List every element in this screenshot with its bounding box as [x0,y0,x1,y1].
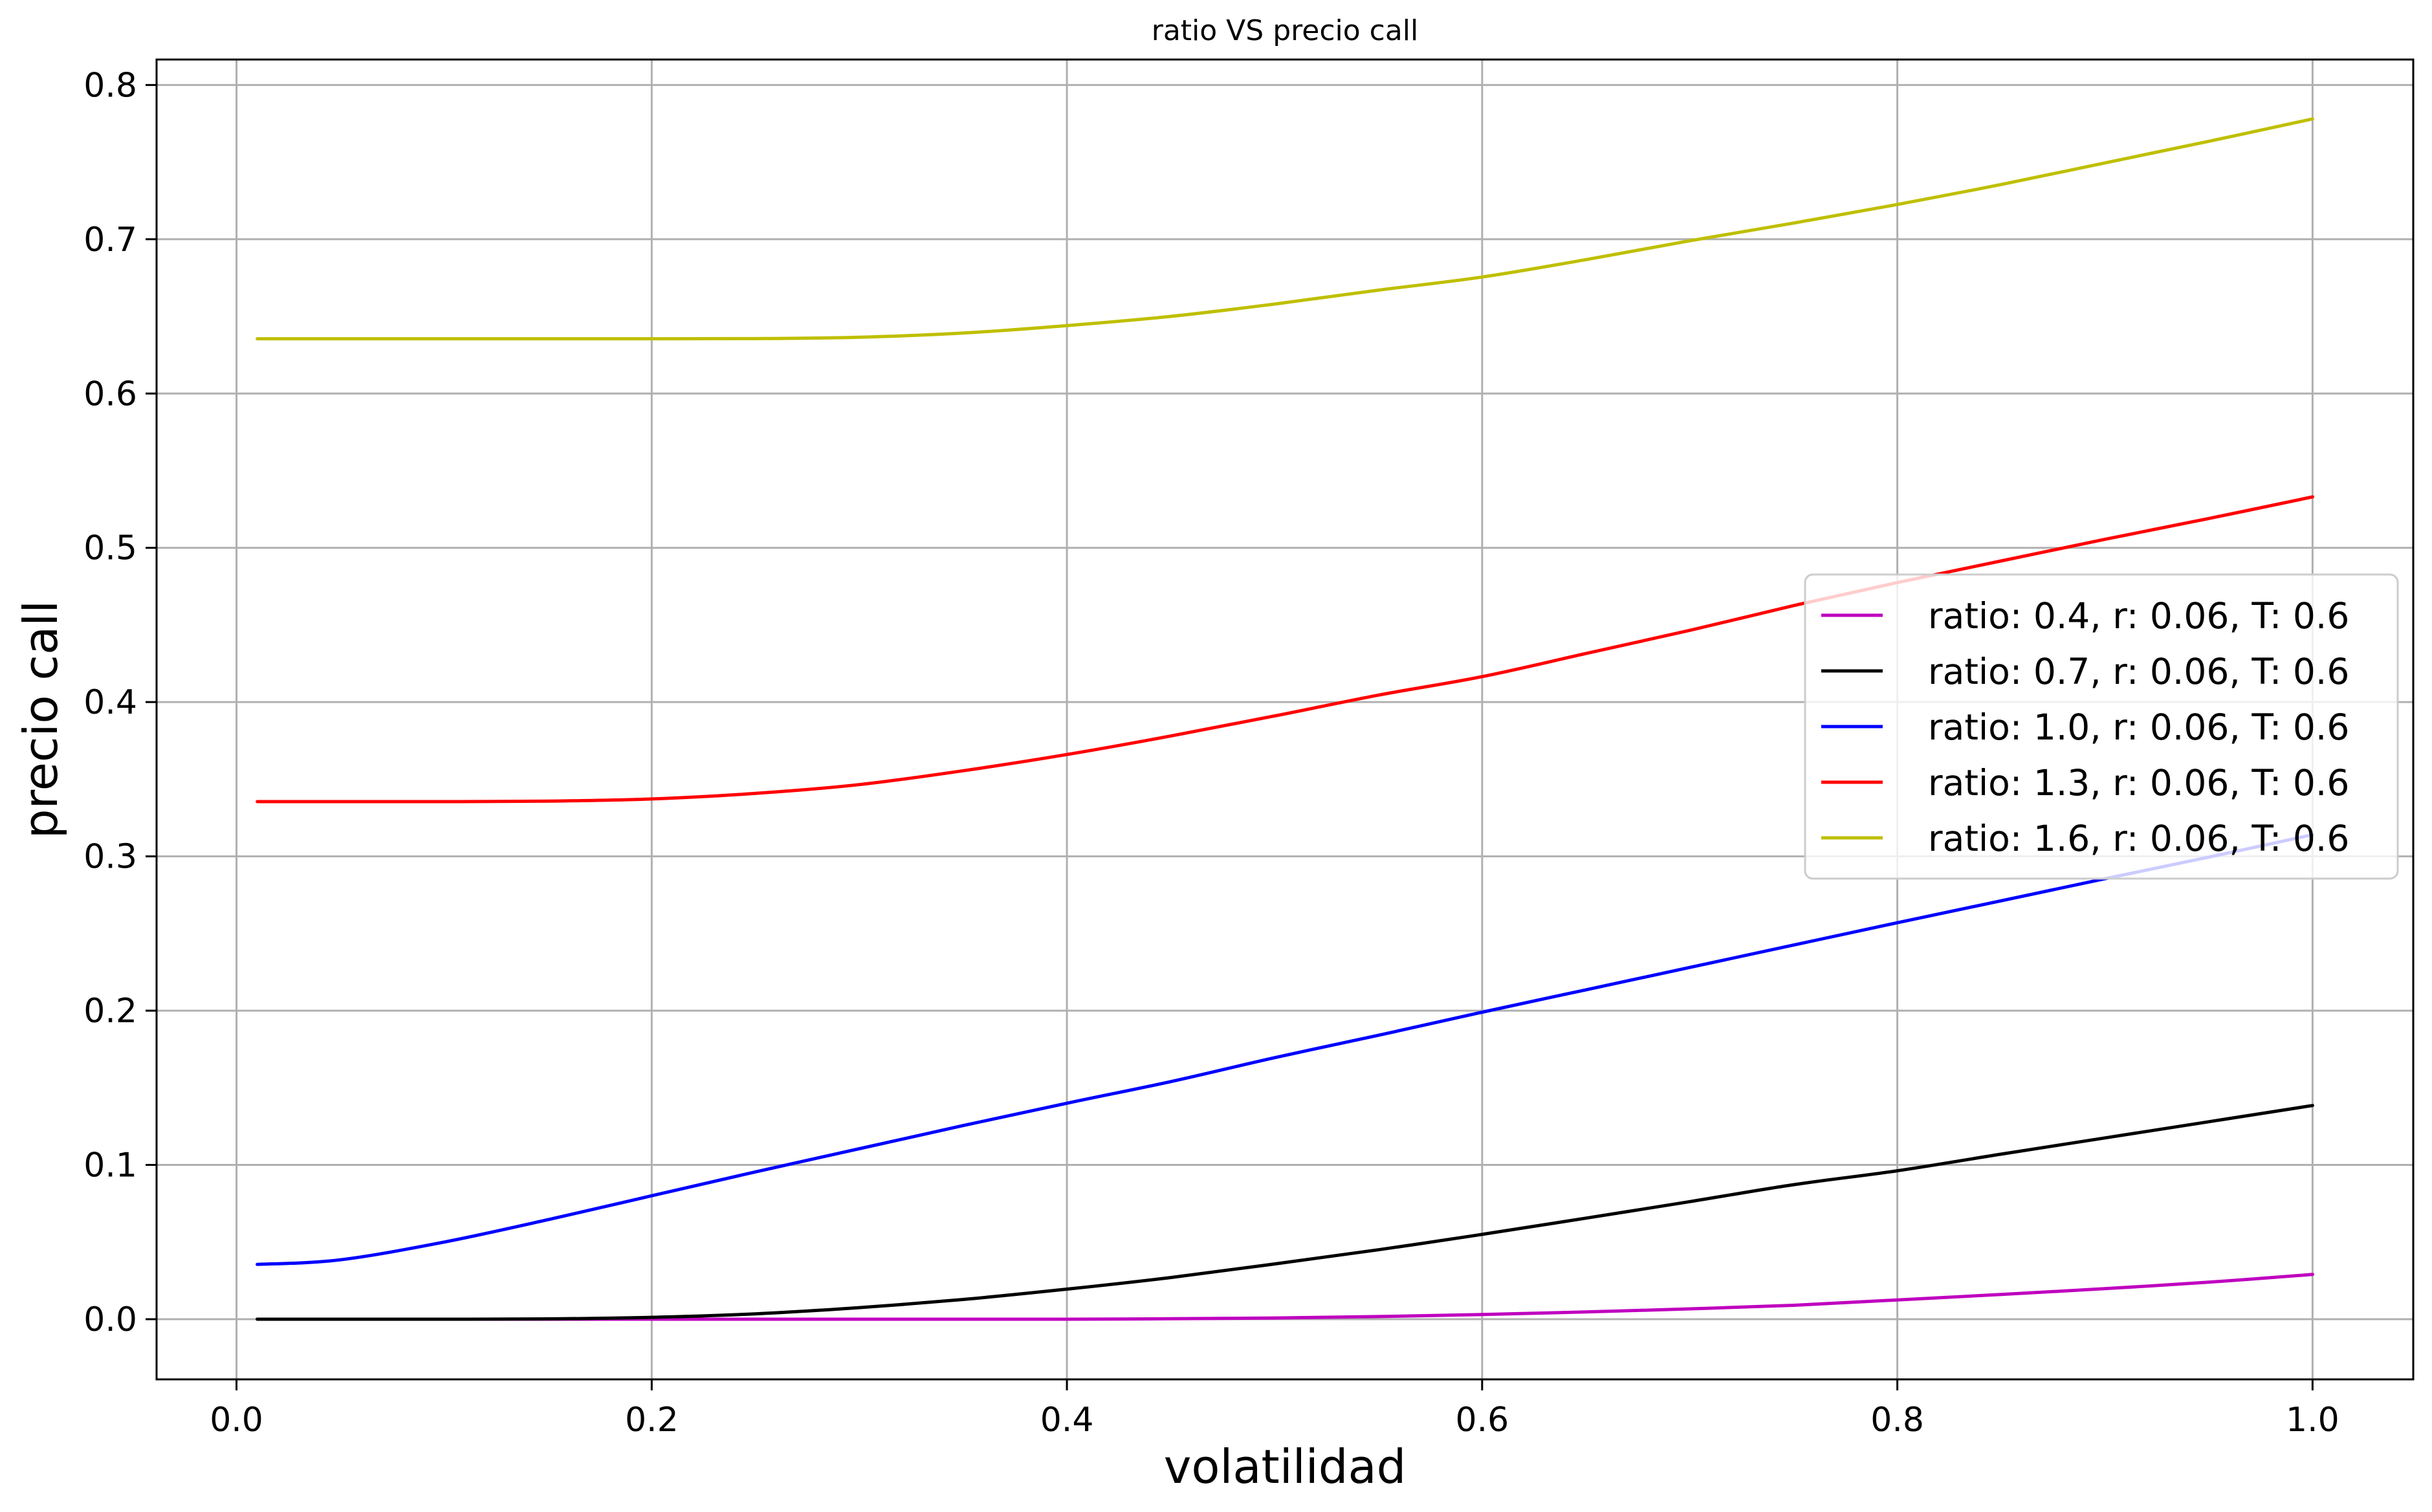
series-line-3 [256,833,2314,1266]
series-line-2 [256,1104,2314,1321]
x-axis-title: volatilidad [1164,1440,1407,1494]
series-line-5 [256,117,2314,341]
x-tick-label: 1.0 [2286,1401,2339,1440]
legend-entry: ratio: 0.7, r: 0.06, T: 0.6 [1928,651,2349,692]
legend-entry: ratio: 1.6, r: 0.06, T: 0.6 [1928,818,2349,859]
y-tick-label: 0.8 [83,66,137,105]
series-line-4 [256,495,2314,804]
series-lines [256,117,2314,1321]
y-tick-label: 0.2 [83,992,137,1031]
chart-title: ratio VS precio call [1152,14,1419,47]
legend-entry: ratio: 1.0, r: 0.06, T: 0.6 [1928,707,2349,748]
y-tick-label: 0.7 [83,221,137,259]
legend-entry: ratio: 0.4, r: 0.06, T: 0.6 [1928,595,2349,637]
y-tick-label: 0.4 [83,683,137,722]
x-tick-label: 0.6 [1455,1401,1509,1440]
y-tick-label: 0.0 [83,1300,137,1339]
x-tick-label: 0.2 [625,1401,679,1440]
x-tick-label: 0.4 [1040,1401,1094,1440]
x-tick-label: 0.8 [1870,1401,1924,1440]
y-tick-label: 0.1 [83,1146,137,1185]
y-axis-title: precio call [14,600,68,838]
y-tick-label: 0.3 [83,838,137,877]
axes-frame [155,58,2415,1381]
x-tick-label: 0.0 [210,1401,263,1440]
legend: ratio: 0.4, r: 0.06, T: 0.6 ratio: 0.7, r… [1804,573,2399,880]
legend-entry: ratio: 1.3, r: 0.06, T: 0.6 [1928,762,2349,804]
ticks: 0.0 0.2 0.4 0.6 0.8 1.0 0.0 0.1 0.2 0.3 0.4 0.5 0.6 0… [83,66,2339,1440]
y-tick-label: 0.5 [83,529,137,568]
legend-box [1804,573,2399,880]
y-tick-label: 0.6 [83,375,137,413]
